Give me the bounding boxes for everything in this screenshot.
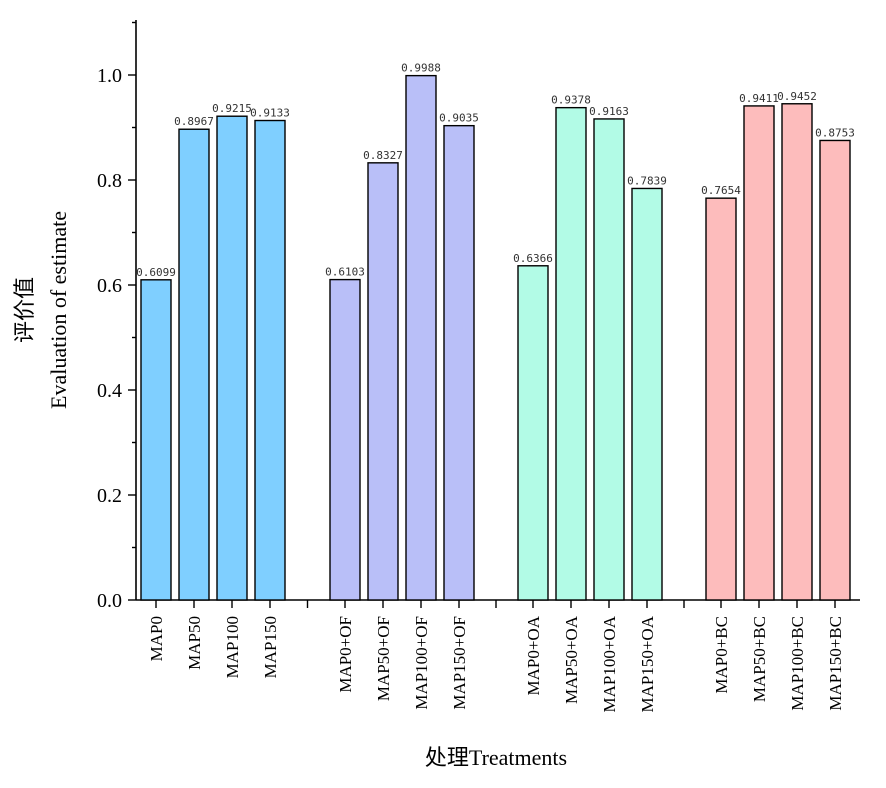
data-label: 0.9411 <box>739 92 779 105</box>
x-tick-label: MAP50+OF <box>374 616 393 701</box>
x-tick-label: MAP100+OA <box>600 615 619 712</box>
x-tick-label: MAP50+BC <box>750 616 769 702</box>
x-tick-label: MAP0+OF <box>336 616 355 693</box>
data-label: 0.9378 <box>551 94 591 107</box>
data-label: 0.9163 <box>589 105 629 118</box>
x-tick-label: MAP100 <box>223 616 242 678</box>
y-axis-title: Evaluation of estimate <box>46 211 71 409</box>
data-label: 0.8327 <box>363 149 403 162</box>
x-tick-label: MAP100+OF <box>412 616 431 710</box>
x-axis-title: 处理Treatments <box>425 745 567 770</box>
data-label: 0.8967 <box>174 115 214 128</box>
x-tick-label: MAP0 <box>147 616 166 661</box>
y-tick-label: 1.0 <box>97 65 122 87</box>
data-label: 0.7839 <box>627 174 667 187</box>
bar <box>367 162 399 601</box>
bar <box>140 279 172 601</box>
x-tick-label: MAP150 <box>261 616 280 678</box>
data-label: 0.6103 <box>325 266 365 279</box>
y-tick-label: 0.4 <box>97 380 122 402</box>
bar <box>405 74 437 601</box>
x-tick-label: MAP0+BC <box>712 616 731 694</box>
y-tick-label: 0.6 <box>97 275 122 297</box>
data-label: 0.8753 <box>815 126 855 139</box>
x-ticks: MAP0 MAP50 MAP100 MAP150 MAP0+OF MAP50+OF MAP1… <box>147 600 845 713</box>
bar <box>178 128 210 601</box>
bar <box>705 197 737 601</box>
data-label: 0.9133 <box>250 107 290 120</box>
y-tick-label: 0.2 <box>97 485 122 507</box>
x-tick-label: MAP150+OF <box>450 616 469 710</box>
x-tick-label: MAP150+OA <box>638 615 657 712</box>
bar <box>819 139 851 601</box>
y-ticks: 0.0 0.2 0.4 0.6 0.8 1.0 <box>97 21 136 612</box>
x-tick-label: MAP100+BC <box>788 616 807 711</box>
x-tick-label: MAP50 <box>185 616 204 670</box>
x-tick-label: MAP150+BC <box>826 616 845 711</box>
bar <box>593 118 625 601</box>
bar <box>443 124 475 601</box>
bar <box>517 265 549 601</box>
bar <box>254 119 286 601</box>
bar <box>329 278 361 601</box>
y-axis-title-cn: 评价值 <box>12 277 37 343</box>
data-label: 0.6099 <box>136 266 176 279</box>
bar <box>743 105 775 601</box>
data-label: 0.6366 <box>513 252 553 265</box>
bar <box>781 103 813 601</box>
y-tick-label: 0.0 <box>97 590 122 612</box>
x-tick-label: MAP50+OA <box>562 615 581 704</box>
data-label: 0.9988 <box>401 62 441 75</box>
y-tick-label: 0.8 <box>97 170 122 192</box>
data-label: 0.9215 <box>212 102 252 115</box>
data-label: 0.9035 <box>439 112 479 125</box>
axis-titles: 处理Treatments 评价值 Evaluation of estimate <box>12 211 567 770</box>
data-label: 0.7654 <box>701 184 741 197</box>
x-tick-label: MAP0+OA <box>524 615 543 695</box>
bar <box>631 187 663 601</box>
bar <box>216 115 248 601</box>
data-label: 0.9452 <box>777 90 817 103</box>
bar <box>555 106 587 601</box>
